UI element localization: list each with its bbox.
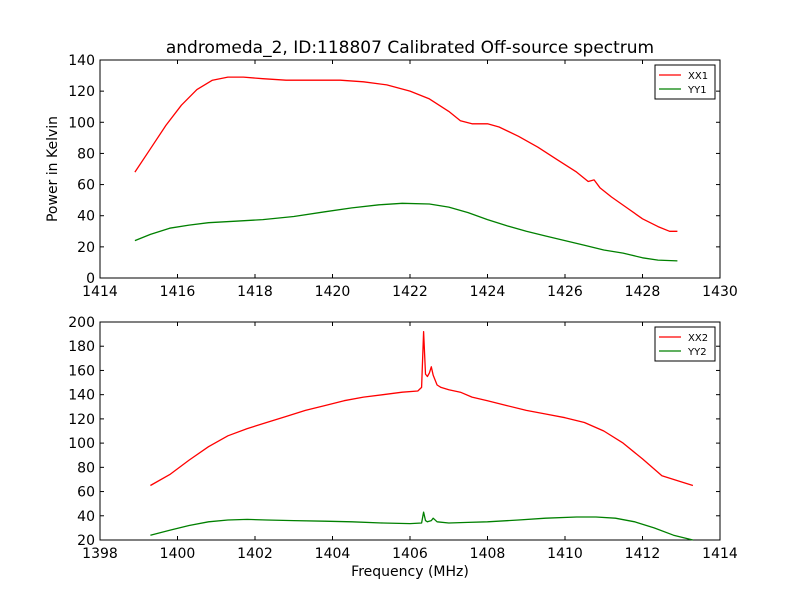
y-tick-label: 40 [77, 509, 95, 525]
y-tick-label: 120 [68, 412, 95, 428]
chart-title: andromeda_2, ID:118807 Calibrated Off-so… [166, 38, 654, 58]
x-tick-label: 1408 [470, 546, 506, 562]
y-tick-label: 100 [68, 436, 95, 452]
legend-label: XX1 [688, 71, 708, 82]
series-line-xx1 [134, 76, 678, 232]
x-tick-label: 1400 [160, 546, 196, 562]
series-line-yy1 [134, 202, 678, 262]
x-tick-label: 1402 [237, 546, 273, 562]
y-tick-label: 60 [77, 178, 95, 194]
y-tick-label: 100 [68, 115, 95, 131]
x-tick-label: 1414 [702, 546, 738, 562]
y-tick-label: 200 [68, 315, 95, 331]
legend-box [654, 326, 716, 362]
x-tick-label: 1406 [392, 546, 428, 562]
legend-label: XX2 [688, 333, 708, 344]
y-tick-label: 20 [77, 240, 95, 256]
x-tick-label: 1410 [547, 546, 583, 562]
top-plot: 1414 1416 1418 1420 1422 1424 1426 1428 1430 0 20 4… [45, 53, 738, 300]
y-tick-label: 120 [68, 84, 95, 100]
x-tick-label: 1424 [470, 284, 506, 300]
y-tick-label: 40 [77, 209, 95, 225]
x-tick-label: 1416 [160, 284, 196, 300]
y-tick-label: 80 [77, 146, 95, 162]
x-tick-label: 1426 [547, 284, 583, 300]
y-tick-label: 80 [77, 460, 95, 476]
legend-label: YY1 [687, 85, 707, 96]
x-tick-label: 1420 [315, 284, 351, 300]
y-tick-label: 20 [77, 533, 95, 549]
x-tick-label: 1398 [82, 546, 118, 562]
x-tick-label: 1418 [237, 284, 273, 300]
x-tick-label: 1412 [625, 546, 661, 562]
x-tick-label: 1414 [82, 284, 118, 300]
y-tick-label: 180 [68, 339, 95, 355]
x-tick-label: 1430 [702, 284, 738, 300]
series-line-xx2 [150, 331, 694, 487]
y-tick-label: 0 [86, 271, 95, 287]
x-tick-label: 1404 [315, 546, 351, 562]
legend-label: YY2 [687, 347, 707, 358]
y-tick-label: 60 [77, 485, 95, 501]
legend-box [654, 64, 716, 100]
x-tick-label: 1422 [392, 284, 428, 300]
y-tick-label: 140 [68, 388, 95, 404]
x-axis-label: Frequency (MHz) [351, 564, 469, 580]
series-line-yy2 [150, 511, 694, 541]
y-tick-label: 160 [68, 363, 95, 379]
y-tick-label: 140 [68, 53, 95, 69]
bottom-plot: 1398 1400 1402 1404 1406 1408 1410 1412 1414 20 40… [68, 315, 738, 580]
x-tick-label: 1428 [625, 284, 661, 300]
y-axis-label: Power in Kelvin [45, 116, 61, 222]
